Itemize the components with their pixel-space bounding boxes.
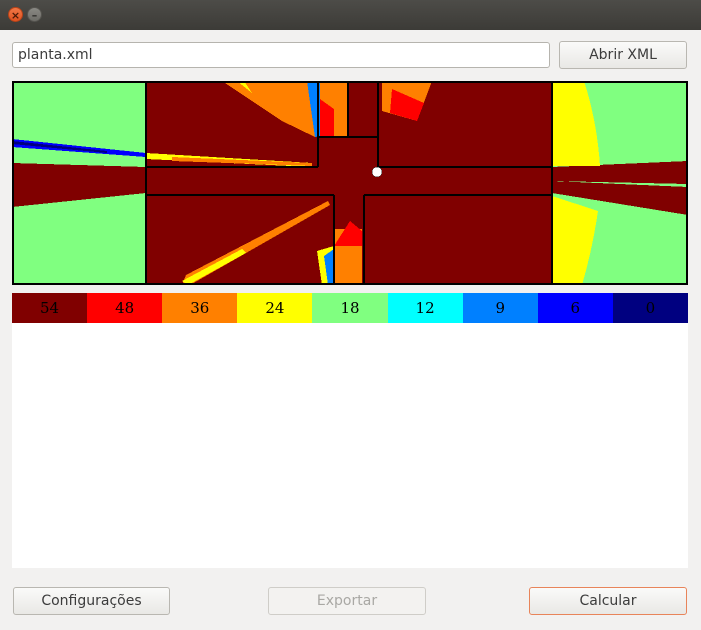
walls <box>12 81 688 285</box>
legend-cell-54: 54 <box>12 293 88 323</box>
legend-cell-18: 18 <box>312 293 388 323</box>
orange-wedge <box>222 81 315 137</box>
left-corridor-beam <box>12 163 146 184</box>
legend-cell-24: 24 <box>237 293 313 323</box>
settings-button[interactable]: Configurações <box>13 587 170 615</box>
legend-cell-12: 12 <box>387 293 463 323</box>
legend-cell-48: 48 <box>87 293 163 323</box>
right-corridor-beam-lower <box>552 181 688 215</box>
yellow-arc-top <box>552 81 600 166</box>
yellow-diagonal-ray <box>182 249 246 285</box>
legend-cell-6: 6 <box>537 293 613 323</box>
yellow-wedge-top <box>237 81 252 93</box>
legend-cell-36: 36 <box>162 293 238 323</box>
blue-wedge-bottom <box>324 249 334 285</box>
outer-wall <box>12 81 688 285</box>
results-panel <box>12 323 688 568</box>
open-xml-button[interactable]: Abrir XML <box>559 41 687 69</box>
minimize-icon[interactable]: – <box>27 7 42 22</box>
blue-ray <box>12 139 146 157</box>
export-button: Exportar <box>268 587 426 615</box>
yellow-arc-bottom <box>552 196 598 285</box>
coverage-map <box>12 81 688 285</box>
calculate-button[interactable]: Calcular <box>529 587 687 615</box>
left-corridor-beam-lower <box>12 180 146 207</box>
navy-ray <box>12 141 107 153</box>
legend-cell-9: 9 <box>462 293 538 323</box>
title-bar: × – <box>0 0 701 30</box>
blue-wedge-top <box>307 81 320 137</box>
color-legend: 54 48 36 24 18 12 9 6 0 <box>12 293 688 323</box>
access-point-marker[interactable] <box>371 166 383 178</box>
orange-ray-left <box>172 157 312 166</box>
right-corridor-beam <box>552 161 688 184</box>
red-wedge-bottom <box>334 221 362 246</box>
red-wedge-right <box>390 89 424 121</box>
close-icon[interactable]: × <box>8 7 23 22</box>
legend-cell-0: 0 <box>612 293 688 323</box>
file-path-input[interactable] <box>12 42 550 68</box>
red-wedge-top <box>320 99 334 136</box>
